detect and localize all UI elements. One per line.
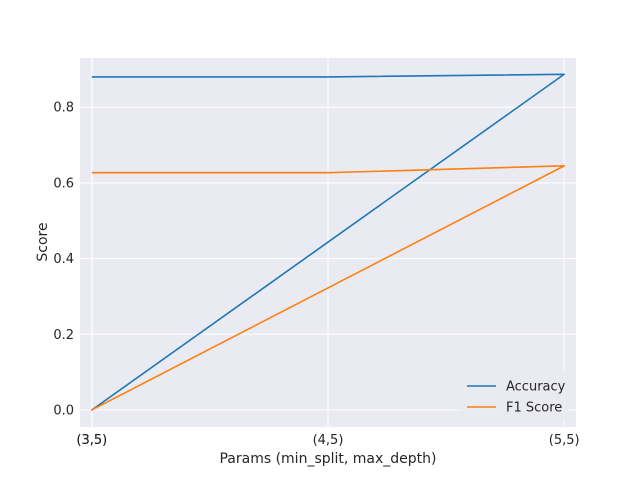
y-tick-label: 0.2 <box>53 328 74 343</box>
series-line-accuracy <box>91 73 565 411</box>
legend: Accuracy F1 Score <box>458 370 568 420</box>
y-tick-label: 0.8 <box>53 101 74 116</box>
x-axis-label: Params (min_split, max_depth) <box>219 451 436 467</box>
y-tick-label: 0.0 <box>53 403 74 418</box>
y-tick-label: 0.4 <box>53 252 74 267</box>
y-tick-label: 0.6 <box>53 176 74 191</box>
legend-label: Accuracy <box>506 380 566 395</box>
legend-label: F1 Score <box>506 401 562 416</box>
y-axis-label: Score <box>35 222 51 261</box>
x-tick-label: (3,5) <box>76 433 107 448</box>
legend-box <box>458 370 568 420</box>
series-line-f1-score <box>91 165 565 411</box>
x-tick-label: (5,5) <box>549 433 580 448</box>
series-lines <box>91 73 565 411</box>
x-tick-label: (3,5) <box>76 433 107 448</box>
tick-labels: 0.00.20.40.60.8(3,5)(3,5) (4,5) (5,5) <box>53 101 579 448</box>
x-tick-label: (4,5) <box>313 433 344 448</box>
grid <box>80 58 576 427</box>
